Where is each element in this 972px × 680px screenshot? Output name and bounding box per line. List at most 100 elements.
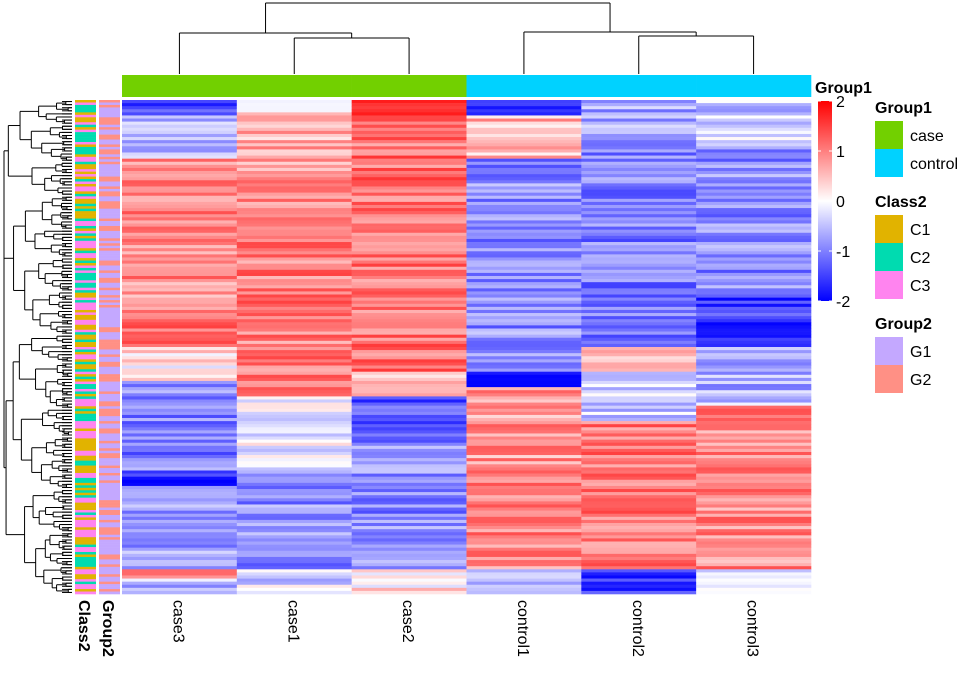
class2-cell xyxy=(75,514,96,518)
heatmap-cell xyxy=(236,473,352,477)
group2-cell xyxy=(99,181,120,185)
heatmap-cell xyxy=(696,418,812,422)
group2-cell xyxy=(99,549,120,553)
heatmap-cell xyxy=(466,522,582,527)
heatmap-cell xyxy=(122,143,238,147)
group2-cell xyxy=(99,435,120,439)
group2-cell xyxy=(99,188,120,192)
heatmap-cell xyxy=(236,405,352,410)
heatmap-cell xyxy=(581,464,697,468)
heatmap-cell xyxy=(696,374,812,379)
heatmap-cell xyxy=(351,560,467,564)
class2-cell xyxy=(75,366,96,370)
heatmap-cell xyxy=(696,248,812,252)
legend-label-c3: C3 xyxy=(910,278,931,295)
heatmap-cell xyxy=(696,461,812,465)
heatmap-cell xyxy=(466,214,582,218)
heatmap-cell xyxy=(236,541,352,545)
heatmap-cell xyxy=(351,167,467,172)
heatmap-cell xyxy=(236,152,352,156)
heatmap-cell xyxy=(581,513,697,518)
group2-cell xyxy=(99,233,120,237)
heatmap-cell xyxy=(581,421,697,425)
group2-cell xyxy=(99,539,120,543)
group2-cell xyxy=(99,176,120,180)
heatmap-cell xyxy=(696,316,812,320)
heatmap-cell xyxy=(236,430,352,434)
group2-cell xyxy=(99,191,120,195)
heatmap-cell xyxy=(236,183,352,187)
heatmap-cell xyxy=(466,309,582,314)
heatmap-body xyxy=(122,100,812,595)
heatmap-cell xyxy=(236,563,352,567)
heatmap-cell xyxy=(466,492,582,496)
heatmap-cell xyxy=(236,498,352,502)
group2-cell xyxy=(99,267,120,271)
heatmap-cell xyxy=(122,467,238,471)
heatmap-cell xyxy=(351,359,467,363)
class2-cell xyxy=(75,351,96,355)
heatmap-cell xyxy=(236,485,352,490)
heatmap-cell xyxy=(466,112,582,116)
heatmap-cell xyxy=(122,238,238,243)
heatmap-cell xyxy=(581,100,697,104)
heatmap-cell xyxy=(581,272,697,277)
heatmap-cell xyxy=(696,146,812,150)
heatmap-cell xyxy=(466,421,582,425)
heatmap-cell xyxy=(236,377,352,382)
heatmap-cell xyxy=(696,347,812,351)
group2-cell xyxy=(99,104,120,108)
group2-cell xyxy=(99,206,120,209)
group2-cell xyxy=(99,223,120,227)
heatmap-cell xyxy=(351,140,467,144)
heatmap-cell xyxy=(466,180,582,184)
heatmap-cell xyxy=(466,359,582,363)
heatmap-cell xyxy=(236,522,352,527)
heatmap-cell xyxy=(696,294,812,298)
heatmap-cell xyxy=(466,146,582,150)
group2-cell xyxy=(99,154,120,158)
heatmap-cell xyxy=(122,343,238,348)
group2-cell xyxy=(99,166,120,170)
heatmap-cell xyxy=(696,306,812,311)
group2-cell xyxy=(99,381,120,385)
heatmap-cell xyxy=(122,578,238,582)
heatmap-cell xyxy=(351,334,467,339)
heatmap-cell xyxy=(466,498,582,502)
class2-cell xyxy=(75,216,96,219)
heatmap-cell xyxy=(696,362,812,366)
heatmap-cell xyxy=(236,174,352,178)
heatmap-cell xyxy=(236,254,352,258)
heatmap-cell xyxy=(696,501,812,505)
class2-cell xyxy=(75,571,96,575)
heatmap-cell xyxy=(236,424,352,428)
heatmap-cell xyxy=(466,433,582,437)
class2-cell xyxy=(75,203,96,207)
class2-cell xyxy=(75,564,96,568)
heatmap-cell xyxy=(696,300,812,305)
heatmap-cell xyxy=(351,516,467,521)
heatmap-cell xyxy=(351,223,467,227)
class2-cell xyxy=(75,416,96,419)
heatmap-cell xyxy=(581,578,697,582)
column-label-case1: case1 xyxy=(284,600,301,643)
class2-cell xyxy=(75,334,96,338)
heatmap-cell xyxy=(351,100,467,104)
heatmap-cell xyxy=(351,146,467,150)
class2-cell xyxy=(75,522,96,526)
heatmap-cell xyxy=(696,384,812,388)
heatmap-cell xyxy=(466,461,582,465)
heatmap-cell xyxy=(236,384,352,388)
class2-cell xyxy=(75,406,96,410)
group2-cell xyxy=(99,297,120,301)
heatmap-cell xyxy=(351,418,467,422)
heatmap-cell xyxy=(466,482,582,487)
row-annotation-title-class2: Class2 xyxy=(75,600,92,652)
group2-cell xyxy=(99,285,120,289)
heatmap-cell xyxy=(466,285,582,289)
heatmap-cell xyxy=(696,516,812,521)
heatmap-cell xyxy=(581,451,697,456)
group2-cell xyxy=(99,307,120,311)
heatmap-cell xyxy=(581,569,697,573)
class2-cell xyxy=(75,319,96,323)
